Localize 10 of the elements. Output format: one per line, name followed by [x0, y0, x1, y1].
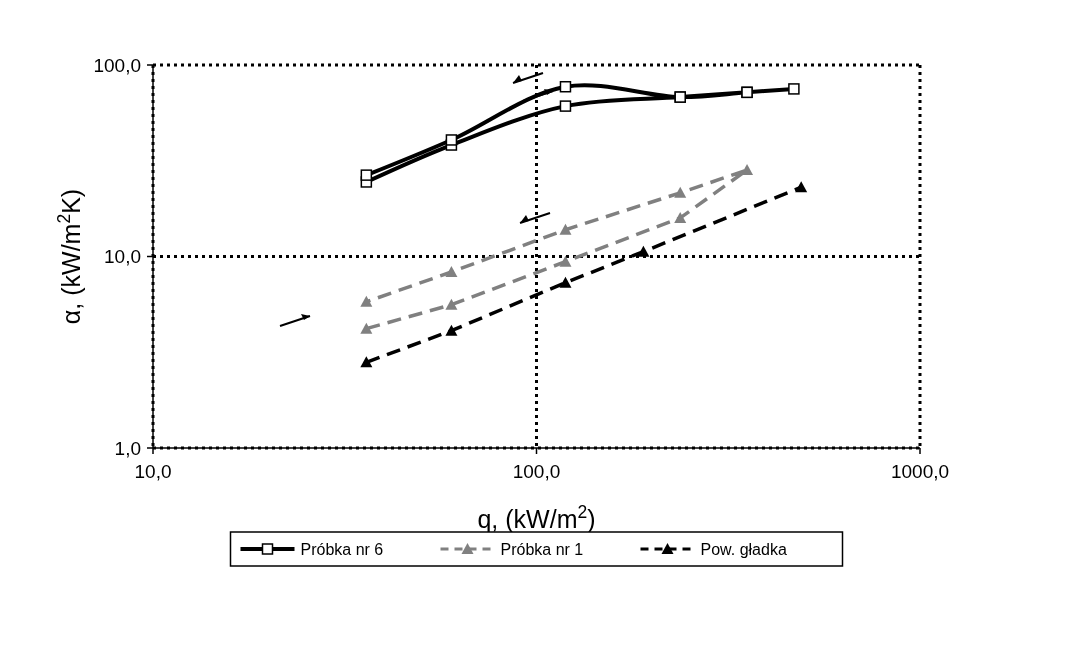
legend-label: Próbka nr 1: [500, 540, 584, 558]
y-tick-label: 10,0: [104, 246, 141, 268]
legend-label: Próbka nr 6: [300, 540, 384, 558]
y-tick-label: 100,0: [93, 54, 141, 76]
y-tick-label: 1,0: [114, 437, 141, 459]
x-tick-label: 100,0: [512, 461, 561, 482]
x-axis-title: q, (kW/m$^{2}$): [477, 502, 596, 533]
x-tick-label: 1000,0: [890, 461, 950, 482]
x-tick-label: 10,0: [134, 461, 172, 482]
legend-label: Pow. gładka: [700, 540, 787, 558]
